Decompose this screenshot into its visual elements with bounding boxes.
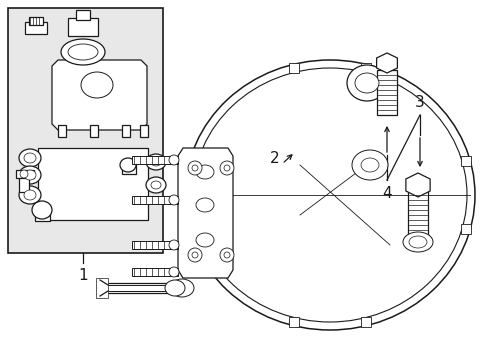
Bar [140, 125, 148, 137]
Ellipse shape [24, 190, 36, 200]
Circle shape [224, 165, 229, 171]
Ellipse shape [402, 232, 432, 252]
Ellipse shape [81, 72, 113, 98]
Ellipse shape [196, 165, 214, 179]
Circle shape [192, 252, 198, 258]
Ellipse shape [24, 153, 36, 163]
Bar [188, 156, 199, 166]
Bar [376, 70, 396, 115]
Polygon shape [178, 148, 232, 278]
Bar [68, 18, 98, 36]
Ellipse shape [19, 186, 41, 204]
Bar [8, 8, 163, 253]
Polygon shape [405, 173, 429, 197]
Ellipse shape [346, 65, 386, 101]
Ellipse shape [151, 181, 161, 189]
Bar [361, 63, 371, 73]
Bar [100, 285, 180, 291]
Circle shape [220, 248, 234, 262]
Ellipse shape [184, 60, 474, 330]
Ellipse shape [146, 177, 165, 193]
Text: 1: 1 [78, 267, 88, 283]
Bar [38, 148, 148, 220]
Circle shape [224, 252, 229, 258]
Ellipse shape [354, 73, 378, 93]
Bar [132, 156, 178, 164]
Bar [76, 10, 90, 20]
Circle shape [187, 161, 202, 175]
Bar [16, 170, 34, 178]
Bar [58, 125, 66, 137]
Ellipse shape [120, 158, 136, 172]
Bar [407, 190, 427, 240]
Ellipse shape [164, 280, 184, 296]
Bar [361, 316, 371, 327]
Circle shape [169, 155, 179, 165]
Polygon shape [52, 60, 147, 130]
Bar [122, 160, 136, 174]
Ellipse shape [32, 201, 52, 219]
Polygon shape [376, 53, 397, 73]
Ellipse shape [196, 233, 214, 247]
Circle shape [169, 240, 179, 250]
Circle shape [192, 165, 198, 171]
Ellipse shape [24, 170, 36, 180]
Circle shape [220, 161, 234, 175]
Bar [188, 224, 199, 234]
Circle shape [169, 267, 179, 277]
Text: 4: 4 [382, 185, 391, 201]
Ellipse shape [146, 154, 165, 170]
Ellipse shape [351, 150, 387, 180]
Ellipse shape [68, 44, 98, 60]
Text: 3: 3 [414, 95, 424, 109]
Bar [132, 268, 178, 276]
Ellipse shape [170, 279, 194, 297]
Ellipse shape [193, 68, 466, 322]
Bar [460, 224, 470, 234]
Bar [35, 205, 50, 221]
Bar [25, 22, 47, 34]
Bar [460, 156, 470, 166]
Ellipse shape [19, 149, 41, 167]
Ellipse shape [196, 198, 214, 212]
Bar [132, 241, 178, 249]
Bar [90, 125, 98, 137]
Ellipse shape [360, 158, 378, 172]
Circle shape [187, 248, 202, 262]
Circle shape [20, 170, 28, 178]
Ellipse shape [408, 236, 426, 248]
Bar [122, 125, 130, 137]
Bar [288, 316, 298, 327]
Circle shape [169, 195, 179, 205]
Ellipse shape [19, 166, 41, 184]
Bar [96, 278, 108, 298]
Bar [29, 17, 43, 25]
Bar [19, 178, 29, 192]
Bar [100, 283, 184, 293]
Ellipse shape [151, 158, 161, 166]
Text: 2: 2 [270, 150, 279, 166]
Bar [288, 63, 298, 73]
Bar [132, 196, 178, 204]
Ellipse shape [61, 39, 105, 65]
